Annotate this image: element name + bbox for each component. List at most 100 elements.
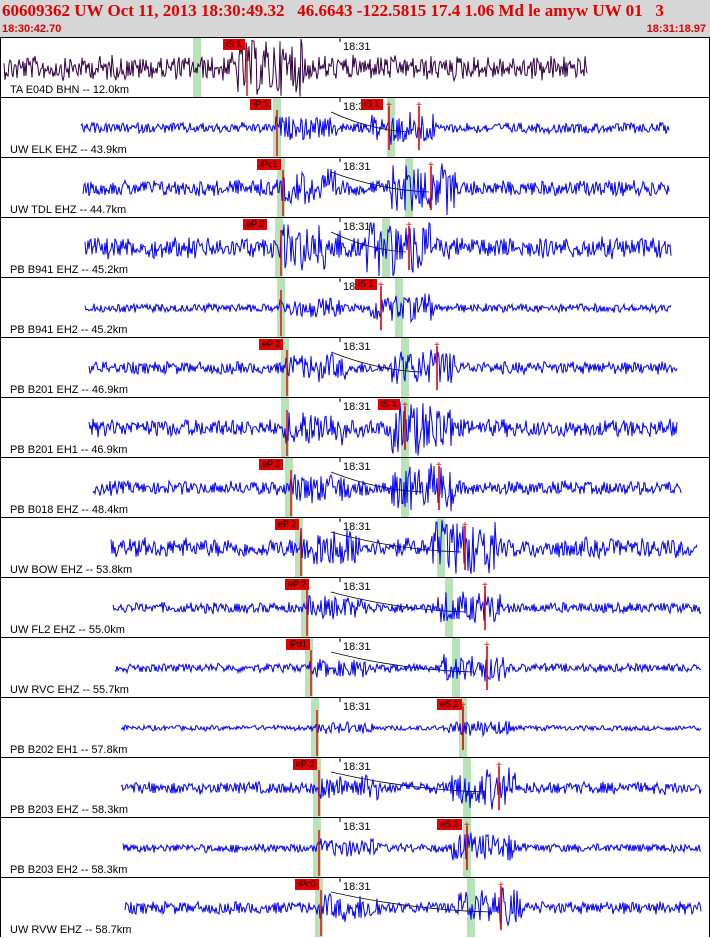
minute-label: 18:31	[343, 761, 371, 773]
waveform	[84, 221, 672, 277]
travel-time-curve	[330, 351, 422, 373]
station-label: UW TDL EHZ -- 44.7km	[10, 204, 127, 216]
trace-panel: +18:31 iS 1 PB B201 EH1 -- 46.9km	[0, 397, 710, 457]
phase-pick-label[interactable]: eP 2	[293, 759, 318, 770]
window-end-time: 18:31:18.97	[646, 23, 706, 35]
trace-panel: +18:31 iPc0 UW RVW EHZ -- 58.7km	[0, 877, 710, 937]
amplitude-marker-plus: +	[378, 280, 384, 291]
amplitude-marker-plus: +	[484, 640, 490, 651]
p-phase-window	[275, 218, 283, 277]
minute-label: 18:31	[343, 461, 371, 473]
minute-label: 18:31	[343, 641, 371, 653]
phase-pick-label[interactable]: eP 2	[285, 579, 310, 590]
s-phase-window	[467, 878, 475, 937]
travel-time-curve	[330, 471, 424, 493]
waveform	[120, 720, 702, 738]
station-label: PB B201 EHZ -- 46.9km	[10, 384, 128, 396]
station-label: PB B018 EHZ -- 48.4km	[10, 504, 128, 516]
station-label: PB B203 EH2 -- 58.3km	[10, 864, 128, 876]
trace-panel: 18:31 iS 1 TA E04D BHN -- 12.0km	[0, 37, 710, 97]
waveform	[84, 293, 672, 324]
trace-panel: +18:31 iPc1 UW TDL EHZ -- 44.7km	[0, 157, 710, 217]
amplitude-marker-plus: +	[496, 760, 502, 771]
travel-time-curve	[330, 531, 462, 553]
phase-pick-label[interactable]: eP 2	[275, 519, 300, 530]
waveform	[88, 349, 678, 385]
trace-panel: +18:31 eP 2 UW BOW EHZ -- 53.8km	[0, 517, 710, 577]
amplitude-marker-plus: +	[436, 460, 442, 471]
phase-pick-label[interactable]: eP 2	[243, 219, 268, 230]
minute-label: 18:31	[343, 881, 371, 893]
trace-panel: +18:31 eS 2 PB B202 EH1 -- 57.8km	[0, 697, 710, 757]
minute-label: 18:31	[343, 581, 371, 593]
trace-plot: +	[114, 638, 702, 697]
trace-panel: + +18:31 iP 1 iS 1 UW ELK EHZ -- 43.9km	[0, 97, 710, 157]
phase-pick-label[interactable]: eS 2	[437, 819, 462, 830]
window-start-time: 18:30:42.70	[2, 23, 62, 35]
minute-label: 18:31	[343, 401, 371, 413]
waveform	[3, 38, 588, 97]
trace-plot: +	[88, 398, 678, 457]
phase-pick-label[interactable]: iPc1	[257, 159, 281, 170]
p-phase-window	[285, 458, 293, 517]
phase-pick-label[interactable]: iS 1	[355, 279, 377, 290]
station-label: PB B941 EHZ -- 45.2km	[10, 264, 128, 276]
waveform	[120, 767, 702, 810]
station-label: UW BOW EHZ -- 53.8km	[10, 564, 133, 576]
trace-plot: +	[124, 878, 702, 937]
seismogram-traces: 18:31 iS 1 TA E04D BHN -- 12.0km + +18:31 iP …	[0, 37, 710, 938]
trace-panel: +18:31 eP 2 PB B018 EHZ -- 48.4km	[0, 457, 710, 517]
trace-panel: +18:31 eP 2 UW FL2 EHZ -- 55.0km	[0, 577, 710, 637]
p-phase-window	[295, 518, 303, 577]
trace-plot	[3, 38, 588, 97]
trace-plot: +	[84, 278, 672, 337]
trace-plot: +	[112, 578, 702, 637]
trace-panel: +18:31 eS 2 PB B203 EH2 -- 58.3km	[0, 817, 710, 877]
event-title: 60609362 UW Oct 11, 2013 18:30:49.32 46.…	[2, 1, 664, 20]
phase-pick-label[interactable]: iPd1	[286, 639, 311, 650]
phase-pick-label[interactable]: iPc0	[295, 879, 319, 890]
trace-plot: + +	[80, 98, 670, 157]
station-label: UW ELK EHZ -- 43.9km	[10, 144, 127, 156]
phase-pick-label[interactable]: eP 2	[259, 459, 284, 470]
trace-plot: +	[120, 758, 702, 817]
trace-plot: +	[82, 158, 670, 217]
station-label: PB B203 EHZ -- 58.3km	[10, 804, 128, 816]
amplitude-marker-plus: +	[428, 160, 434, 171]
s-phase-window	[401, 458, 409, 517]
minute-label: 18:31	[343, 521, 371, 533]
amplitude-marker-plus: +	[416, 100, 422, 111]
phase-pick-label[interactable]: iP 1	[250, 99, 272, 110]
waveform	[122, 832, 702, 861]
station-label: UW RVC EHZ -- 55.7km	[10, 684, 129, 696]
station-label: PB B201 EH1 -- 46.9km	[10, 444, 128, 456]
waveform	[82, 163, 670, 216]
s-phase-window	[445, 578, 453, 637]
minute-label: 18:31	[343, 701, 371, 713]
trace-panel: +18:31 eP 2 PB B203 EHZ -- 58.3km	[0, 757, 710, 817]
station-label: PB B202 EH1 -- 57.8km	[10, 744, 128, 756]
phase-pick-label[interactable]: iS 1	[223, 39, 245, 50]
p-phase-window	[193, 38, 201, 97]
waveform	[112, 591, 702, 623]
phase-pick-label[interactable]: eP 2	[259, 339, 284, 350]
phase-pick-label[interactable]: iS 1	[361, 99, 383, 110]
amplitude-marker-plus: +	[464, 820, 470, 831]
waveform	[110, 520, 698, 574]
s-phase-window	[395, 278, 403, 337]
waveform	[92, 463, 682, 512]
travel-time-curve	[330, 111, 410, 133]
minute-label: 18:31	[343, 161, 371, 173]
minute-label: 18:31	[343, 821, 371, 833]
waveform	[124, 887, 702, 929]
amplitude-marker-plus: +	[434, 340, 440, 351]
trace-panel: +18:31 eP 2 PB B201 EHZ -- 46.9km	[0, 337, 710, 397]
phase-pick-label[interactable]: eS 2	[437, 699, 462, 710]
station-label: UW RVW EHZ -- 58.7km	[10, 924, 132, 936]
phase-pick-label[interactable]: iS 1	[378, 399, 400, 410]
amplitude-marker-plus: +	[460, 700, 466, 711]
trace-panel: +18:31 eP 2 PB B941 EHZ -- 45.2km	[0, 217, 710, 277]
amplitude-marker-plus: +	[402, 400, 408, 411]
trace-plot: +	[110, 518, 698, 577]
trace-plot: +	[92, 458, 682, 517]
